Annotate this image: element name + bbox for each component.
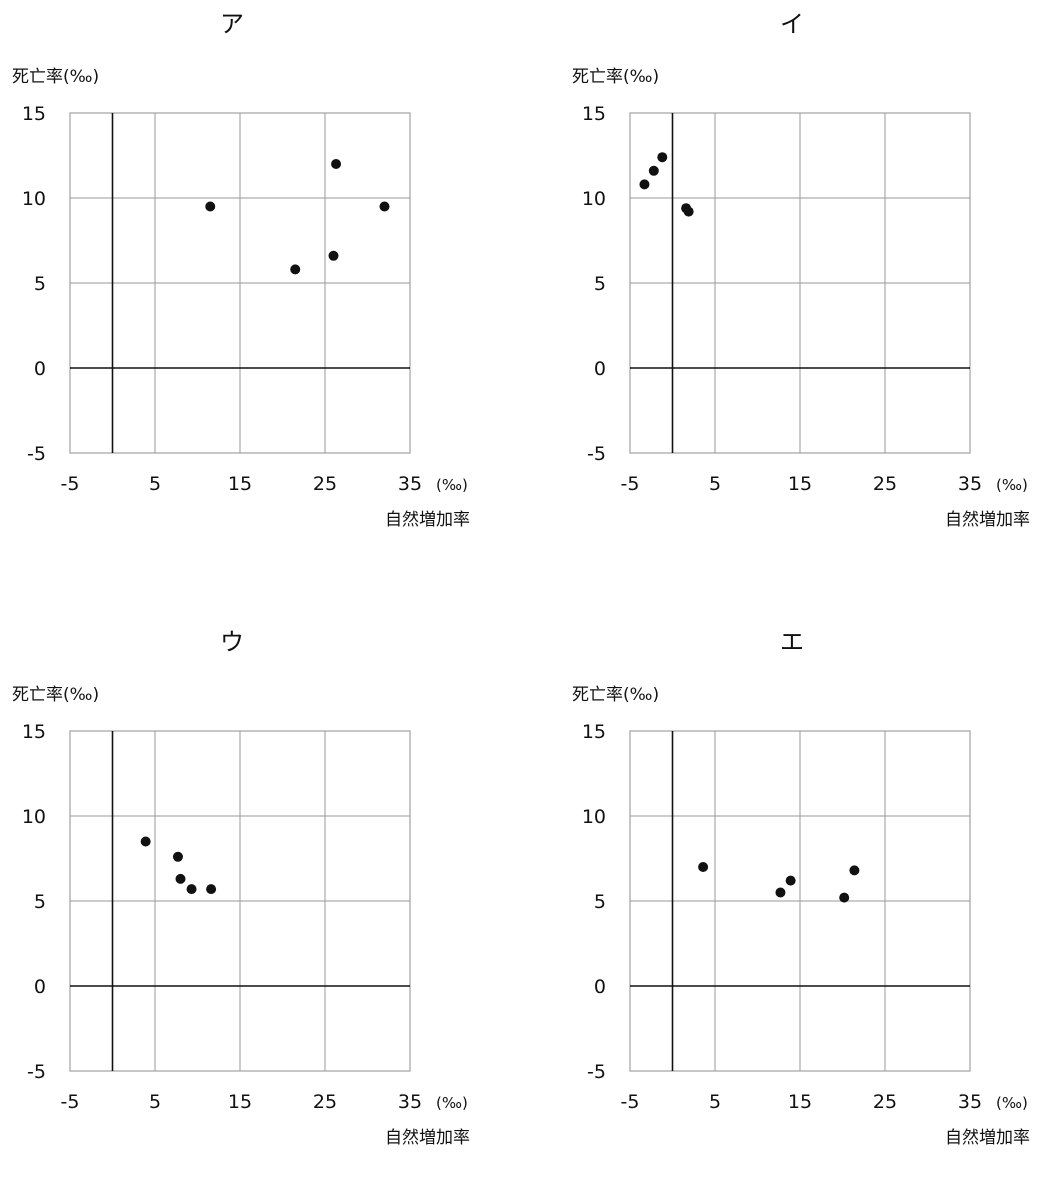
x-tick-label: 35 <box>398 1091 422 1113</box>
x-axis-label: 自然増加率 <box>385 510 470 530</box>
x-tick-label: 5 <box>709 473 721 495</box>
y-axis-label: 死亡率(‰) <box>572 67 659 87</box>
x-tick-label: 15 <box>228 473 252 495</box>
x-axis-label: 自然増加率 <box>945 1128 1030 1148</box>
x-tick-label: 25 <box>313 473 337 495</box>
x-tick-label: 15 <box>788 1091 812 1113</box>
x-axis-unit: (‰) <box>436 476 468 494</box>
x-tick-label: 5 <box>709 1091 721 1113</box>
plot-frame <box>629 112 971 454</box>
chart-panel-i: イ死亡率(‰) 15 10 5 0 -5 -5 5 15 25 35 (‰) 自然増加率 <box>560 0 1037 575</box>
x-tick-label: 35 <box>958 1091 982 1113</box>
y-tick-label: 15 <box>582 103 606 125</box>
x-tick-label: 5 <box>149 1091 161 1113</box>
data-point <box>698 862 709 872</box>
y-tick-label: 10 <box>22 188 46 210</box>
data-point <box>206 884 217 895</box>
y-tick-label: -5 <box>587 443 606 465</box>
x-tick-label: -5 <box>621 1091 640 1113</box>
chart-title: エ <box>780 628 804 656</box>
data-point <box>205 201 216 212</box>
data-point <box>785 875 796 886</box>
y-tick-label: 15 <box>22 721 46 743</box>
x-axis-unit: (‰) <box>996 1094 1028 1112</box>
x-axis-label: 自然増加率 <box>945 510 1030 530</box>
x-tick-label: 15 <box>788 473 812 495</box>
data-point <box>775 887 786 898</box>
data-point <box>290 264 301 275</box>
x-axis-unit: (‰) <box>436 1094 468 1112</box>
y-tick-label: 0 <box>34 976 46 998</box>
chart-title: イ <box>780 10 804 38</box>
data-point <box>175 873 186 884</box>
x-tick-label: -5 <box>621 473 640 495</box>
y-tick-label: 5 <box>594 273 606 295</box>
x-tick-label: 25 <box>313 1091 337 1113</box>
data-point <box>140 836 151 847</box>
data-point <box>657 152 668 163</box>
chart-title: ウ <box>220 628 244 656</box>
plot-frame <box>69 730 411 1072</box>
data-point <box>172 851 183 862</box>
data-point <box>186 884 197 895</box>
y-tick-label: 15 <box>22 103 46 125</box>
y-tick-label: 15 <box>582 721 606 743</box>
x-tick-label: 25 <box>873 1091 897 1113</box>
y-tick-label: -5 <box>587 1061 606 1083</box>
plot-frame <box>629 730 971 1072</box>
y-tick-label: 10 <box>582 806 606 828</box>
x-tick-label: 35 <box>958 473 982 495</box>
y-tick-label: 0 <box>34 358 46 380</box>
data-point <box>849 865 860 876</box>
data-point <box>379 201 390 212</box>
chart-panel-e: エ死亡率(‰) 15 10 5 0 -5 -5 5 15 25 35 (‰) 自然増加率 <box>560 618 1037 1193</box>
y-axis-label: 死亡率(‰) <box>12 67 99 87</box>
y-axis-label: 死亡率(‰) <box>572 685 659 705</box>
y-tick-label: 5 <box>34 273 46 295</box>
x-tick-label: 5 <box>149 473 161 495</box>
x-tick-label: 25 <box>873 473 897 495</box>
data-point <box>683 206 694 217</box>
chart-panel-u: ウ死亡率(‰) 15 10 5 0 -5 -5 5 15 25 35 (‰) 自然増加率 <box>0 618 518 1193</box>
data-point <box>648 165 659 176</box>
chart-title: ア <box>220 10 244 38</box>
chart-panel-a: ア死亡率(‰) 15 10 5 0 -5 -5 5 15 25 35 (‰) 自然増加率 <box>0 0 518 575</box>
y-tick-label: 0 <box>594 358 606 380</box>
y-tick-label: 5 <box>594 891 606 913</box>
data-point <box>839 892 850 903</box>
data-point <box>639 179 650 190</box>
y-tick-label: -5 <box>27 443 46 465</box>
y-axis-label: 死亡率(‰) <box>12 685 99 705</box>
y-tick-label: 10 <box>22 806 46 828</box>
data-point <box>328 250 339 261</box>
x-axis-label: 自然増加率 <box>385 1128 470 1148</box>
y-tick-label: 5 <box>34 891 46 913</box>
y-tick-label: 0 <box>594 976 606 998</box>
y-tick-label: 10 <box>582 188 606 210</box>
x-axis-unit: (‰) <box>996 476 1028 494</box>
x-tick-label: -5 <box>61 473 80 495</box>
x-tick-label: -5 <box>61 1091 80 1113</box>
plot-frame <box>69 112 411 454</box>
x-tick-label: 35 <box>398 473 422 495</box>
data-point <box>331 159 342 169</box>
x-tick-label: 15 <box>228 1091 252 1113</box>
y-tick-label: -5 <box>27 1061 46 1083</box>
